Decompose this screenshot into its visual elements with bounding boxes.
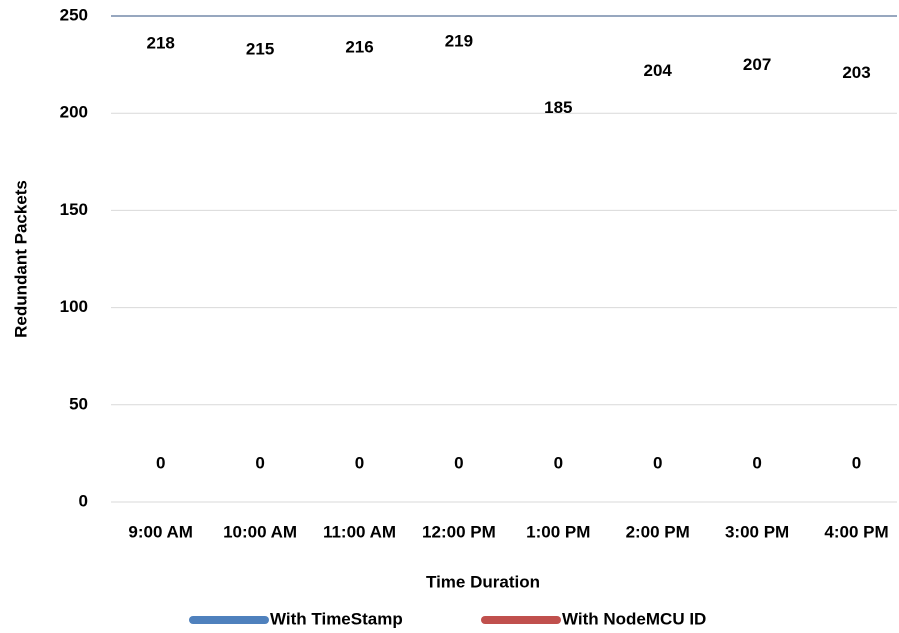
legend-label: With NodeMCU ID (562, 609, 706, 628)
x-tick-label: 3:00 PM (725, 522, 789, 541)
data-label: 216 (345, 38, 373, 57)
x-axis-title: Time Duration (426, 572, 540, 591)
data-label: 0 (653, 453, 662, 472)
y-tick-label: 150 (60, 200, 88, 219)
data-label: 218 (147, 34, 175, 53)
data-label: 219 (445, 32, 473, 51)
data-label: 204 (644, 61, 673, 80)
data-label: 0 (852, 453, 861, 472)
x-tick-label: 12:00 PM (422, 522, 496, 541)
y-axis-title: Redundant Packets (11, 180, 30, 338)
x-tick-label: 10:00 AM (223, 522, 297, 541)
data-label: 0 (554, 453, 563, 472)
data-label: 185 (544, 98, 572, 117)
y-tick-label: 0 (79, 491, 88, 510)
y-tick-label: 100 (60, 297, 88, 316)
y-tick-label: 50 (69, 394, 88, 413)
data-label: 207 (743, 55, 771, 74)
x-tick-label: 11:00 AM (323, 522, 396, 541)
data-label: 0 (355, 453, 364, 472)
x-tick-label: 2:00 PM (626, 522, 690, 541)
data-label: 0 (255, 453, 264, 472)
data-label: 0 (454, 453, 463, 472)
data-label: 0 (752, 453, 761, 472)
y-tick-label: 250 (60, 5, 88, 24)
legend-label: With TimeStamp (270, 609, 403, 628)
data-label: 203 (842, 63, 870, 82)
x-tick-label: 4:00 PM (824, 522, 888, 541)
x-tick-label: 9:00 AM (128, 522, 193, 541)
x-tick-label: 1:00 PM (526, 522, 590, 541)
y-tick-label: 200 (60, 103, 88, 122)
data-label: 215 (246, 40, 274, 59)
data-label: 0 (156, 453, 165, 472)
